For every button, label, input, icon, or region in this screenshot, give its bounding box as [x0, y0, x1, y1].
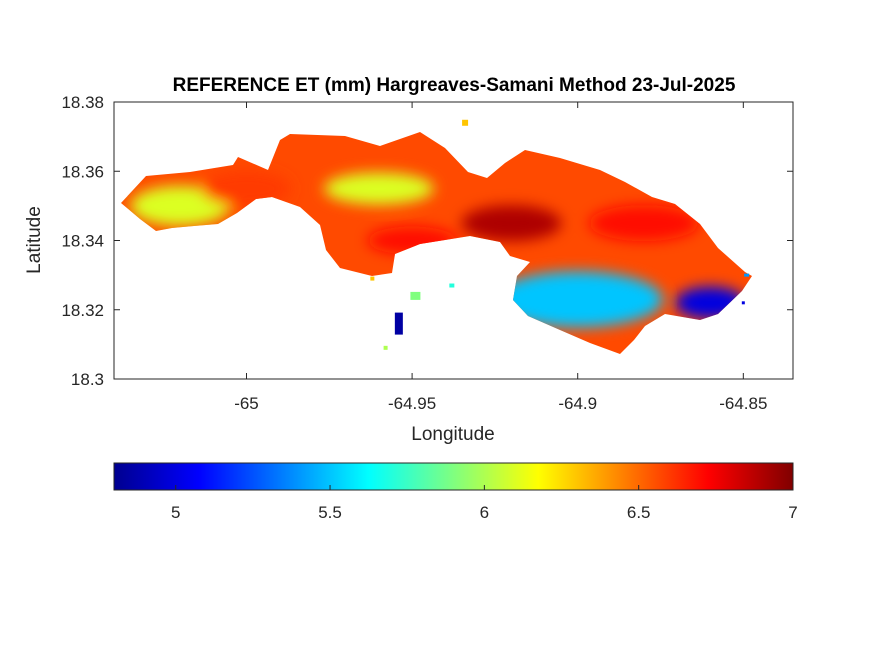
y-tick-label: 18.38	[61, 93, 104, 112]
x-tick-label: -64.9	[558, 394, 597, 413]
et-region	[492, 271, 663, 328]
islet	[462, 119, 469, 126]
x-tick-label: -65	[234, 394, 259, 413]
et-region	[323, 172, 434, 205]
x-tick-label: -64.95	[388, 394, 436, 413]
colorbar-tick-label: 7	[788, 503, 797, 522]
islet	[410, 291, 421, 300]
y-axis-ticks: 18.38 18.36 18.34 18.32 18.3	[61, 93, 793, 389]
islet	[449, 283, 455, 288]
x-tick-label: -64.85	[719, 394, 767, 413]
colorbar-tick-label: 6.5	[627, 503, 651, 522]
y-tick-label: 18.36	[61, 162, 104, 181]
y-tick-label: 18.32	[61, 301, 104, 320]
islet	[394, 312, 403, 335]
islet	[741, 301, 745, 305]
et-region	[588, 205, 699, 242]
islet	[383, 345, 388, 350]
islet	[370, 276, 375, 281]
chart-title: REFERENCE ET (mm) Hargreaves-Samani Meth…	[173, 75, 736, 96]
et-region	[130, 185, 231, 226]
y-axis-label: Latitude	[24, 206, 45, 274]
islet	[744, 273, 750, 277]
colorbar-tick-label: 5	[171, 503, 180, 522]
colorbar	[113, 462, 794, 491]
colorbar-tick-label: 5.5	[318, 503, 342, 522]
colorbar-tick-label: 6	[480, 503, 489, 522]
colorbar-ticks: 5 5.5 6 6.5 7	[171, 485, 798, 522]
x-axis-label: Longitude	[411, 424, 494, 445]
et-region	[461, 205, 562, 242]
y-tick-label: 18.34	[61, 232, 104, 251]
x-axis-ticks: -65 -64.95 -64.9 -64.85	[234, 102, 767, 413]
y-tick-label: 18.3	[71, 370, 104, 389]
